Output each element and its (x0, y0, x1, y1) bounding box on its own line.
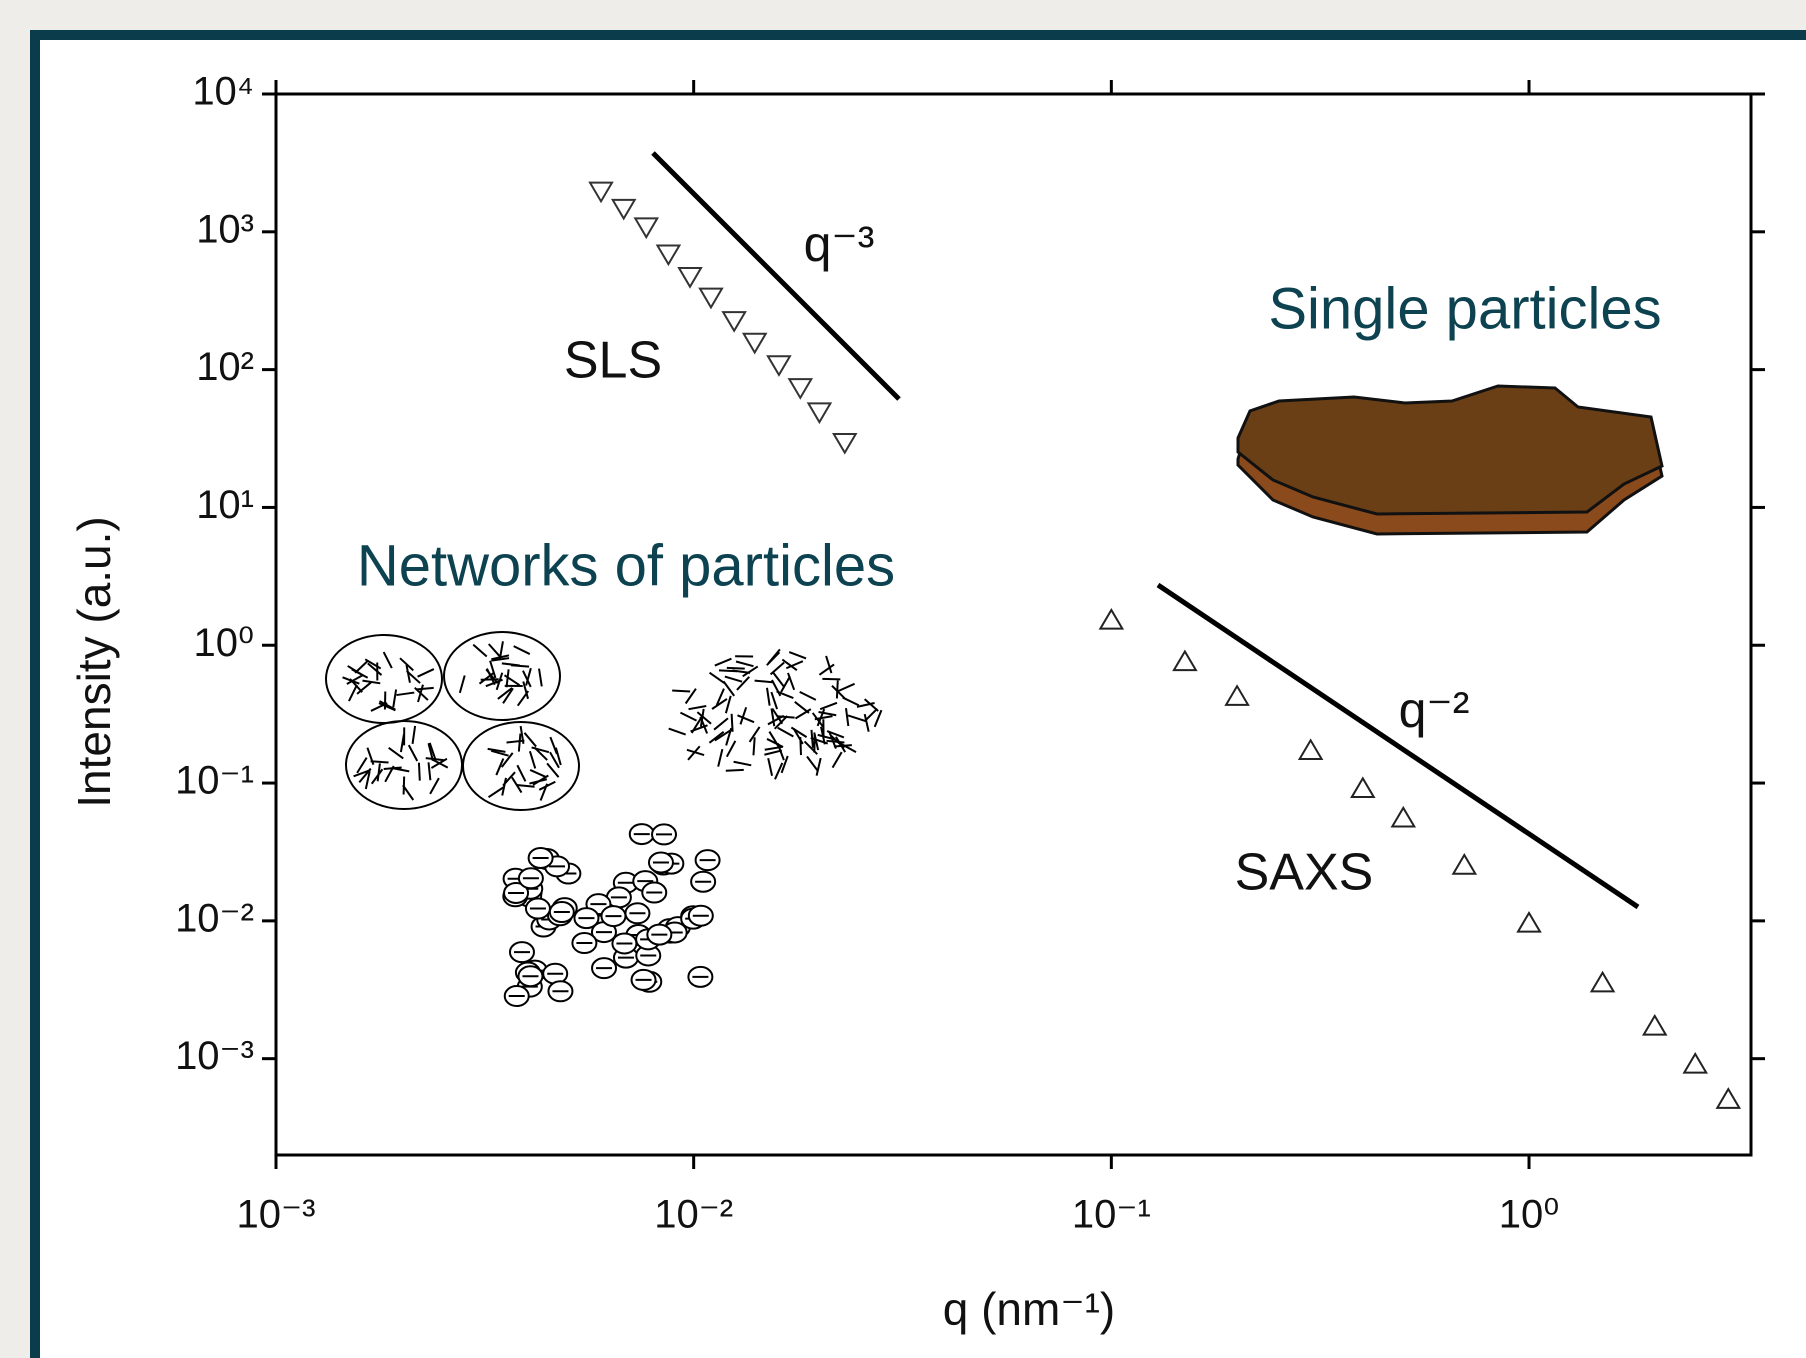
rod (753, 737, 754, 755)
rod (800, 737, 801, 755)
annotation: Single particles (1268, 276, 1661, 341)
rod (726, 770, 744, 771)
series-label: SAXS (1235, 844, 1374, 902)
y-tick-label: 10⁰ (193, 621, 254, 665)
y-tick-label: 10¹ (196, 483, 254, 527)
y-tick-label: 10⁻³ (175, 1034, 254, 1078)
annotation: Networks of particles (357, 533, 895, 598)
rod (837, 680, 838, 698)
rod (727, 668, 745, 669)
rod (777, 716, 795, 717)
annotation: q⁻² (1399, 682, 1470, 738)
y-tick-label: 10⁴ (192, 70, 254, 114)
rod (419, 763, 420, 781)
x-tick-label: 10⁻³ (237, 1193, 316, 1237)
x-tick-label: 10⁻² (654, 1193, 733, 1237)
x-tick-label: 10⁰ (1499, 1193, 1560, 1237)
y-tick-label: 10⁻¹ (175, 759, 254, 803)
x-tick-label: 10⁻¹ (1072, 1193, 1151, 1237)
rod (371, 761, 389, 762)
rod (404, 776, 405, 794)
y-tick-label: 10² (196, 345, 254, 389)
y-tick-label: 10³ (196, 207, 254, 251)
y-tick-label: 10⁻² (175, 896, 254, 940)
x-axis-label: q (nm⁻¹) (943, 1283, 1116, 1335)
annotation: q⁻³ (804, 216, 875, 272)
y-axis-label: Intensity (a.u.) (68, 516, 120, 807)
chart: Single particles Networks of particles q… (0, 0, 1806, 1358)
frame (35, 35, 1806, 1358)
rod (672, 690, 690, 691)
series-label: SLS (564, 332, 662, 390)
